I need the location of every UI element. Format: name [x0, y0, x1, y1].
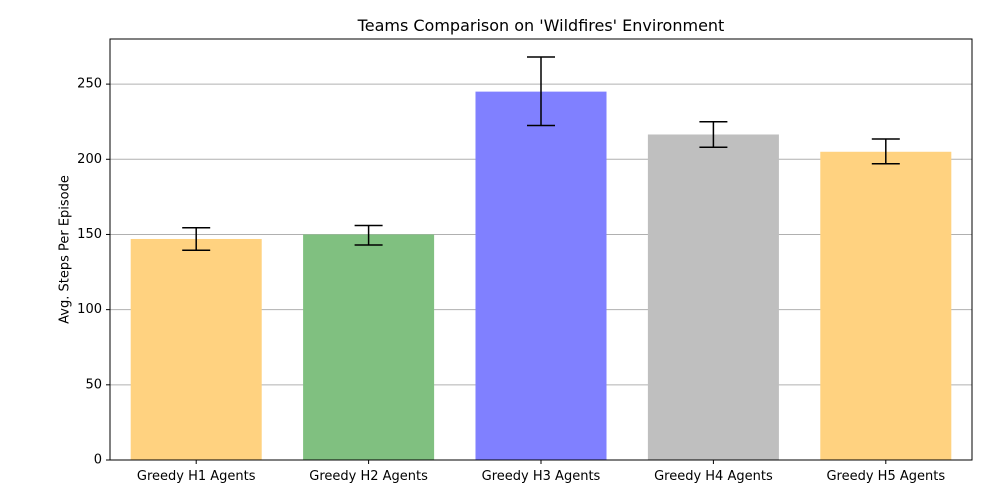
x-tick-label: Greedy H4 Agents	[654, 469, 773, 484]
y-tick-label: 50	[85, 377, 102, 392]
y-axis-ticks: 0 50 100 150 200 250	[77, 77, 110, 468]
y-tick-label: 150	[77, 227, 102, 242]
x-tick-label: Greedy H1 Agents	[137, 469, 256, 484]
x-tick-label: Greedy H2 Agents	[309, 469, 428, 484]
y-tick-label: 100	[77, 302, 102, 317]
x-axis-ticks: Greedy H1 Agents Greedy H2 Agents Greedy H…	[137, 460, 945, 484]
bar	[130, 238, 262, 460]
x-tick-label: Greedy H3 Agents	[482, 469, 601, 484]
bar	[475, 91, 607, 460]
y-axis-label: Avg. Steps Per Episode	[58, 175, 73, 324]
y-tick-label: 0	[94, 453, 102, 468]
x-tick-label: Greedy H5 Agents	[826, 469, 945, 484]
bar	[647, 134, 779, 460]
y-tick-label: 200	[77, 152, 102, 167]
y-tick-label: 250	[77, 77, 102, 92]
error-bars	[182, 56, 900, 252]
bars	[130, 91, 952, 460]
chart-title: Teams Comparison on 'Wildfires' Environm…	[357, 16, 725, 35]
bar	[820, 151, 952, 460]
bar	[303, 234, 435, 460]
